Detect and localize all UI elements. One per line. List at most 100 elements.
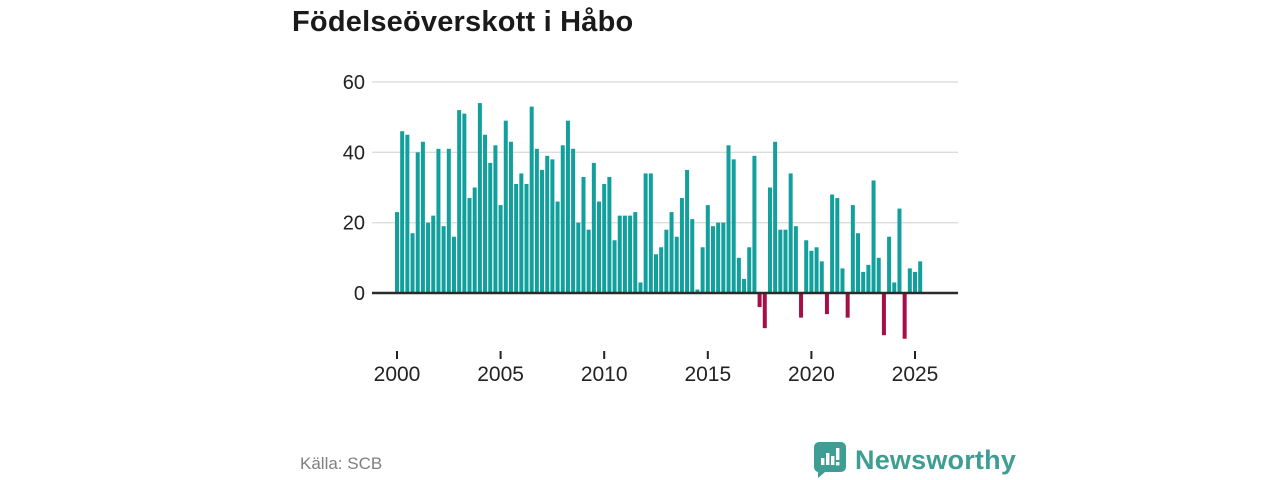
bar-positive	[721, 222, 726, 293]
bar-positive	[420, 141, 425, 293]
bar-positive	[571, 148, 576, 293]
bar-positive	[861, 271, 866, 293]
bar-positive	[918, 261, 923, 293]
bar-positive	[804, 240, 809, 293]
bar-positive	[778, 229, 783, 293]
bar-positive	[736, 257, 741, 293]
bar-negative	[762, 293, 767, 329]
bar-positive	[628, 215, 633, 293]
bar-positive	[690, 219, 695, 293]
bar-positive	[591, 162, 596, 293]
bar-negative	[824, 293, 829, 315]
bar-positive	[716, 222, 721, 293]
x-axis-tick-label: 2025	[892, 363, 939, 386]
bar-positive	[524, 183, 529, 293]
bar-positive	[887, 236, 892, 293]
bar-positive	[773, 141, 778, 293]
y-axis-tick-label: 20	[343, 213, 365, 235]
bar-positive	[840, 268, 845, 293]
bar-positive	[467, 198, 472, 293]
bar-positive	[565, 120, 570, 294]
bar-positive	[529, 106, 534, 293]
bar-positive	[752, 155, 757, 293]
bar-positive	[493, 145, 498, 293]
bar-positive	[488, 162, 493, 293]
chart-title: Födelseöverskott i Håbo	[292, 6, 634, 38]
bar-positive	[540, 169, 545, 293]
bar-positive	[550, 159, 555, 293]
bar-negative	[902, 293, 907, 339]
newsworthy-logo: Newsworthy	[813, 441, 1016, 479]
bar-positive	[850, 205, 855, 293]
bar-positive	[462, 113, 467, 294]
bar-positive	[400, 131, 405, 293]
bar-positive	[700, 247, 705, 293]
bar-negative	[799, 293, 804, 318]
bar-negative	[881, 293, 886, 336]
bar-positive	[457, 110, 462, 293]
bar-positive	[695, 289, 700, 293]
bar-positive	[446, 148, 451, 293]
bar-positive	[710, 226, 715, 293]
bar-positive	[514, 183, 519, 293]
y-axis-tick-label: 40	[343, 142, 365, 164]
bar-positive	[472, 187, 477, 293]
bar-positive	[767, 187, 772, 293]
bar-positive	[648, 173, 653, 293]
y-axis-tick-label: 60	[343, 72, 365, 94]
bar-positive	[819, 261, 824, 293]
x-axis-tick-label: 2000	[374, 363, 421, 386]
x-axis-tick-label: 2020	[788, 363, 835, 386]
bar-positive	[597, 201, 602, 293]
bar-positive	[731, 159, 736, 293]
bar-positive	[405, 134, 410, 293]
bar-positive	[638, 282, 643, 293]
bar-positive	[664, 229, 669, 293]
bar-positive	[897, 208, 902, 293]
bar-positive	[415, 152, 420, 293]
bar-positive	[913, 271, 917, 293]
bar-positive	[809, 250, 814, 293]
bar-positive	[586, 229, 591, 293]
bar-positive	[669, 212, 674, 293]
bar-positive	[436, 148, 441, 293]
bar-positive	[788, 173, 793, 293]
bar-positive	[431, 215, 436, 293]
bar-positive	[617, 215, 622, 293]
bar-positive	[871, 180, 876, 293]
bar-positive	[519, 173, 524, 293]
bar-positive	[866, 264, 871, 293]
bar-positive	[545, 155, 550, 293]
bar-positive	[747, 247, 752, 293]
bar-positive	[876, 257, 881, 293]
bar-positive	[581, 176, 586, 293]
bar-positive	[685, 169, 690, 293]
bar-chart: 0 20 40 60 2000 2005 2010 2015 2020 2025	[343, 72, 958, 386]
bar-negative	[757, 293, 762, 308]
newsworthy-icon	[813, 442, 846, 478]
bar-positive	[742, 278, 747, 293]
bar-positive	[441, 226, 446, 293]
x-axis-tick-label: 2005	[477, 363, 524, 386]
bar-negative	[845, 293, 850, 318]
bar-positive	[560, 145, 565, 293]
bar-positive	[607, 176, 612, 293]
bar-positive	[483, 134, 488, 293]
bar-positive	[892, 282, 897, 293]
bar-positive	[534, 148, 539, 293]
bar-positive	[830, 194, 835, 293]
bar-positive	[555, 201, 560, 293]
source-label: Källa: SCB	[300, 454, 383, 473]
bar-positive	[622, 215, 627, 293]
bar-positive	[726, 145, 731, 293]
bar-positive	[633, 212, 638, 293]
bar-positive	[395, 212, 399, 293]
bar-positive	[576, 222, 581, 293]
bar-positive	[814, 247, 819, 293]
bar-positive	[410, 233, 415, 293]
y-axis-tick-label: 0	[354, 283, 365, 305]
bar-positive	[705, 205, 710, 293]
bar-positive	[643, 173, 648, 293]
bar-positive	[907, 268, 912, 293]
